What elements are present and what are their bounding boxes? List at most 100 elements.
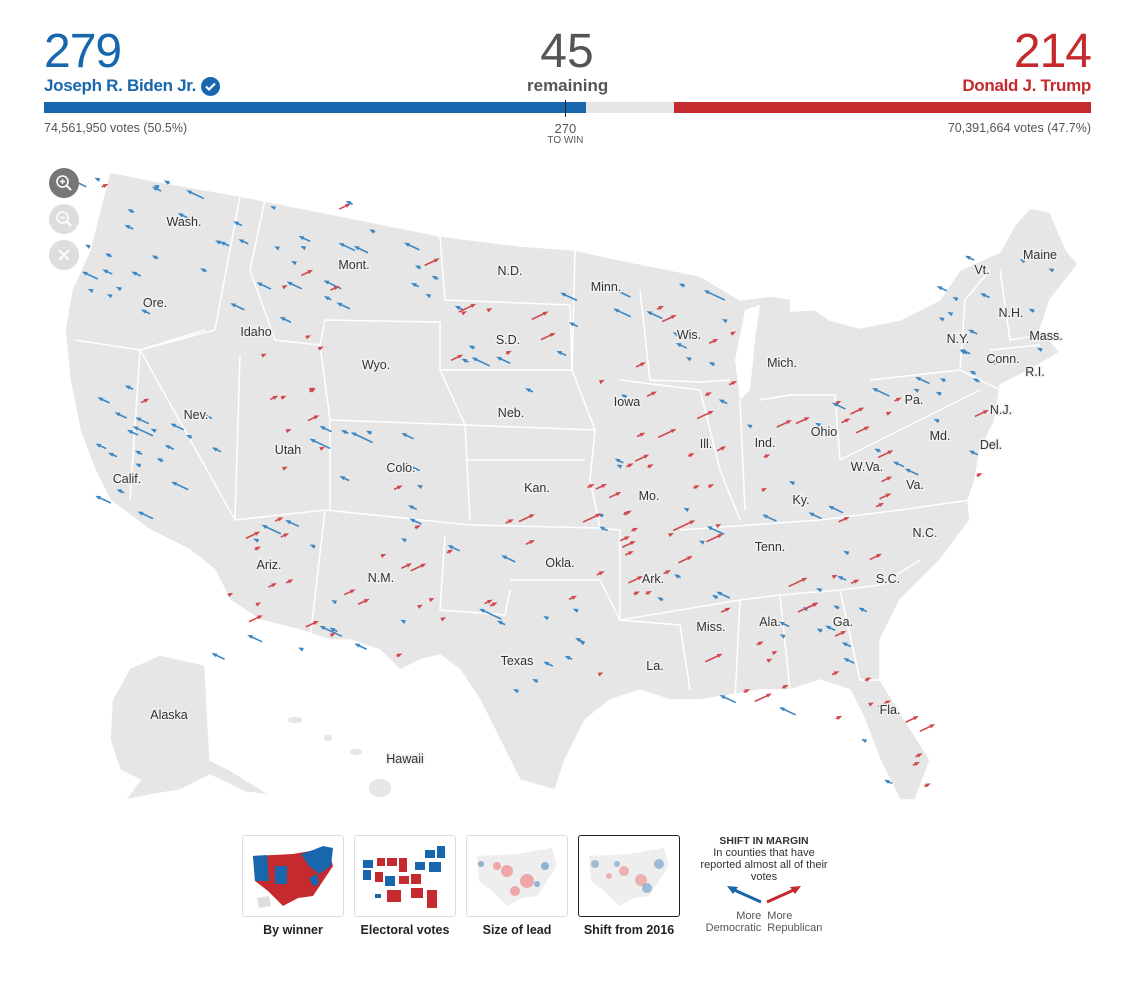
dem-key-line1: More xyxy=(736,910,762,922)
state-label: Pa. xyxy=(905,393,924,407)
rep-key-line2: Republican xyxy=(767,922,823,934)
dem-candidate: 279 Joseph R. Biden Jr. xyxy=(44,25,221,96)
by-winner-thumbnail xyxy=(242,835,344,917)
state-label: Texas xyxy=(501,654,534,668)
state-label: Kan. xyxy=(524,481,550,495)
state-label: Ore. xyxy=(143,296,167,310)
rep-bar-segment xyxy=(674,102,1091,113)
state-label: Neb. xyxy=(498,406,524,420)
state-label: Tenn. xyxy=(755,540,786,554)
view-option-electoral-votes[interactable]: Electoral votes xyxy=(354,835,456,937)
state-label: Calif. xyxy=(113,472,141,486)
state-label: Nev. xyxy=(184,408,209,422)
rep-arrow-icon xyxy=(766,886,801,904)
zoom-in-button[interactable] xyxy=(49,168,79,198)
us-states-shapes xyxy=(64,171,1079,801)
dem-popular-vote: 74,561,950 votes (50.5%) xyxy=(44,121,188,135)
state-label: S.C. xyxy=(876,572,900,586)
state-label: Ala. xyxy=(759,615,781,629)
state-label: Alaska xyxy=(150,708,188,722)
shift-arrows xyxy=(65,177,1055,788)
state-label: Iowa xyxy=(614,395,640,409)
state-label: Fla. xyxy=(880,703,901,717)
shift-legend: SHIFT IN MARGIN In counties that have re… xyxy=(694,835,834,934)
check-circle-icon xyxy=(201,76,221,96)
state-label: Ill. xyxy=(700,437,713,451)
zoom-out-icon xyxy=(56,211,72,227)
state-label: Minn. xyxy=(591,280,622,294)
threshold-text: TO WIN xyxy=(547,135,584,146)
state-label: Wash. xyxy=(167,215,202,229)
state-label: N.J. xyxy=(990,403,1012,417)
state-label: Mass. xyxy=(1029,329,1062,343)
state-label: Mo. xyxy=(639,489,660,503)
rep-candidate: 214 Donald J. Trump xyxy=(962,26,1092,96)
legend-title: SHIFT IN MARGIN xyxy=(719,835,809,847)
state-label: Hawaii xyxy=(386,752,424,766)
state-label: Ga. xyxy=(833,615,853,629)
state-label: N.M. xyxy=(368,571,394,585)
remaining-label: remaining xyxy=(527,76,609,95)
dem-key-line2: Democratic xyxy=(705,922,762,934)
remaining-count: 45 xyxy=(540,25,594,78)
view-option-by-winner[interactable]: By winner xyxy=(242,835,344,937)
reset-button[interactable] xyxy=(49,240,79,270)
view-option-label: By winner xyxy=(263,923,323,937)
rep-popular-vote: 70,391,664 votes (47.7%) xyxy=(947,121,1091,135)
state-label: Idaho xyxy=(240,325,271,339)
state-label: N.C. xyxy=(913,526,938,540)
threshold-value: 270 xyxy=(554,121,577,136)
state-label: Ind. xyxy=(755,436,776,450)
state-label: Ohio xyxy=(811,425,837,439)
state-labels: Wash. Mont. N.D. Minn. Ore. Idaho S.D. Wis. Mich… xyxy=(111,214,1064,768)
dem-candidate-name: Joseph R. Biden Jr. xyxy=(44,76,197,95)
threshold-label: 270 TO WIN xyxy=(535,122,595,146)
dem-electoral-votes: 279 xyxy=(44,25,122,78)
electoral-bar xyxy=(44,102,1091,113)
view-option-label: Size of lead xyxy=(482,923,552,937)
state-label: N.D. xyxy=(498,264,523,278)
state-label: Ariz. xyxy=(257,558,282,572)
electoral-votes-thumbnail xyxy=(354,835,456,917)
view-options: By winner Electoral votes Size of lead xyxy=(242,835,680,937)
state-label: Colo. xyxy=(386,461,415,475)
state-label: Mont. xyxy=(338,258,369,272)
state-label: Va. xyxy=(906,478,924,492)
threshold-marker xyxy=(565,100,567,117)
state-label: Utah xyxy=(275,443,301,457)
state-label: W.Va. xyxy=(851,460,883,474)
legend-arrows xyxy=(727,886,801,904)
rep-key-line1: More xyxy=(767,910,793,922)
state-label: N.H. xyxy=(999,306,1024,320)
view-option-size-of-lead[interactable]: Size of lead xyxy=(466,835,568,937)
view-option-label: Electoral votes xyxy=(360,923,450,937)
state-label: Wyo. xyxy=(362,358,390,372)
view-option-shift-from-2016[interactable]: Shift from 2016 xyxy=(578,835,680,937)
remaining-votes: 45 remaining xyxy=(527,25,609,96)
zoom-out-button[interactable] xyxy=(49,204,79,234)
state-label: Maine xyxy=(1023,248,1057,262)
state-label: Wis. xyxy=(677,328,701,342)
state-label: Del. xyxy=(980,438,1002,452)
view-option-label: Shift from 2016 xyxy=(583,923,675,937)
state-label: Ark. xyxy=(642,572,664,586)
close-icon xyxy=(58,249,70,261)
state-label: Conn. xyxy=(986,352,1019,366)
us-county-shift-map[interactable]: Wash. Mont. N.D. Minn. Ore. Idaho S.D. Wis. Mich… xyxy=(0,160,1138,820)
legend-subtitle: In counties that have reported almost al… xyxy=(700,847,828,883)
state-label: Miss. xyxy=(696,620,725,634)
dem-arrow-icon xyxy=(727,886,762,904)
zoom-in-icon xyxy=(56,175,72,191)
state-label: Md. xyxy=(930,429,951,443)
state-label: Mich. xyxy=(767,356,797,370)
state-label: Vt. xyxy=(974,263,989,277)
size-of-lead-thumbnail xyxy=(466,835,568,917)
state-label: N.Y. xyxy=(947,332,970,346)
dem-bar-segment xyxy=(44,102,587,113)
shift-from-2016-thumbnail xyxy=(578,835,680,917)
state-label: Ky. xyxy=(792,493,809,507)
results-header: 279 Joseph R. Biden Jr. 45 remaining 214… xyxy=(44,25,1092,156)
state-borders xyxy=(74,195,1041,701)
state-label: La. xyxy=(646,659,663,673)
state-label: Okla. xyxy=(545,556,574,570)
